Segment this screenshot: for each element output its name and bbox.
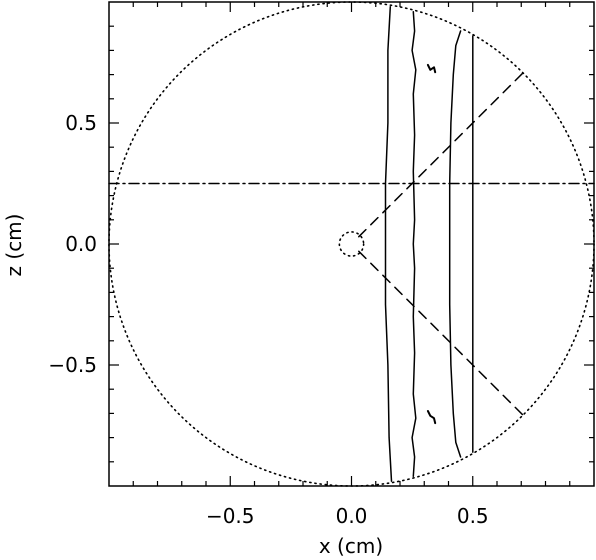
x-tick-label: 0.5	[457, 504, 489, 528]
ticks-layer: −0.5 0.0 0.5 −0.5 0.0 0.5	[48, 2, 594, 528]
series-9-mark-solid	[426, 63, 437, 74]
series-3-line-dashed	[358, 71, 525, 238]
series-10-mark-solid	[426, 410, 437, 425]
y-tick-label: 0.0	[65, 232, 97, 256]
y-tick-label: 0.5	[65, 111, 97, 135]
y-tick-label: −0.5	[48, 353, 97, 377]
x-tick-label: −0.5	[206, 504, 255, 528]
series-1-circle-dotted	[338, 231, 365, 257]
x-tick-label: 0.0	[336, 504, 368, 528]
series-4-line-dashed	[358, 250, 525, 417]
series-6-contour-solid	[411, 10, 417, 478]
y-axis-title: z (cm)	[2, 214, 26, 277]
series-5-contour-solid	[384, 6, 393, 482]
data-layer	[108, 1, 595, 487]
x-axis-title: x (cm)	[319, 534, 383, 558]
series-7-contour-solid	[448, 30, 462, 458]
